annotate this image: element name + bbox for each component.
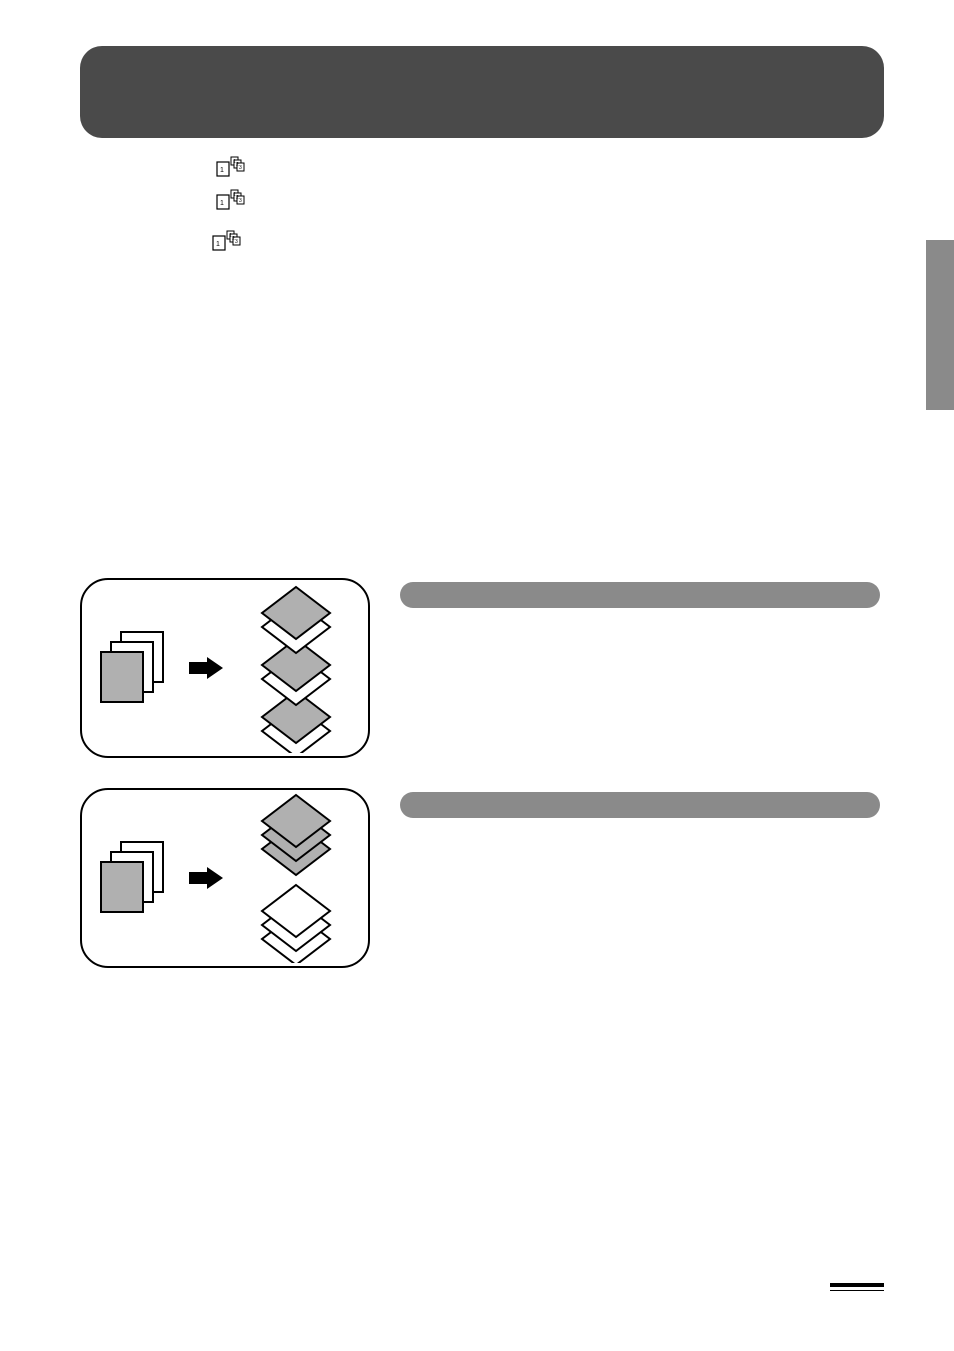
svg-text:3: 3	[239, 165, 242, 171]
footer-thick-line	[830, 1283, 884, 1287]
intro-line-1: 1 1 2 3	[210, 156, 884, 183]
svg-text:1: 1	[216, 241, 220, 248]
sort-icon: 1 1 2 3	[216, 156, 246, 183]
svg-text:3: 3	[235, 239, 238, 245]
arrow-right-icon	[189, 867, 223, 889]
svg-text:1: 1	[220, 167, 224, 174]
body-paragraph: 1 1 2 3	[210, 230, 884, 258]
svg-text:1: 1	[220, 200, 224, 207]
intro-block: 1 1 2 3 1 1 2 3	[210, 156, 884, 216]
page-root: 1 1 2 3 1 1 2 3	[0, 0, 954, 1351]
sort-icon: 1 1 2 3	[212, 230, 242, 258]
intro-line-2: 1 1 2 3	[210, 189, 884, 216]
input-stack-icon	[99, 630, 171, 706]
caption-bar-collated	[400, 582, 880, 608]
arrow-right-icon	[189, 657, 223, 679]
sort-icon: 1 1 2 3	[216, 189, 246, 216]
svg-text:3: 3	[239, 198, 242, 204]
output-collated-icon	[241, 583, 351, 753]
footer-thin-line	[830, 1290, 884, 1291]
chapter-side-tab	[926, 240, 954, 410]
figure-collated	[80, 578, 370, 758]
figure-grouped	[80, 788, 370, 968]
caption-bar-grouped	[400, 792, 880, 818]
section-title-bar	[80, 46, 884, 138]
footer-page-marker	[830, 1283, 884, 1291]
figure-row-grouped	[80, 788, 884, 968]
figures-section	[80, 578, 884, 968]
input-stack-icon	[99, 840, 171, 916]
output-grouped-icon	[241, 793, 351, 963]
figure-row-collated	[80, 578, 884, 758]
